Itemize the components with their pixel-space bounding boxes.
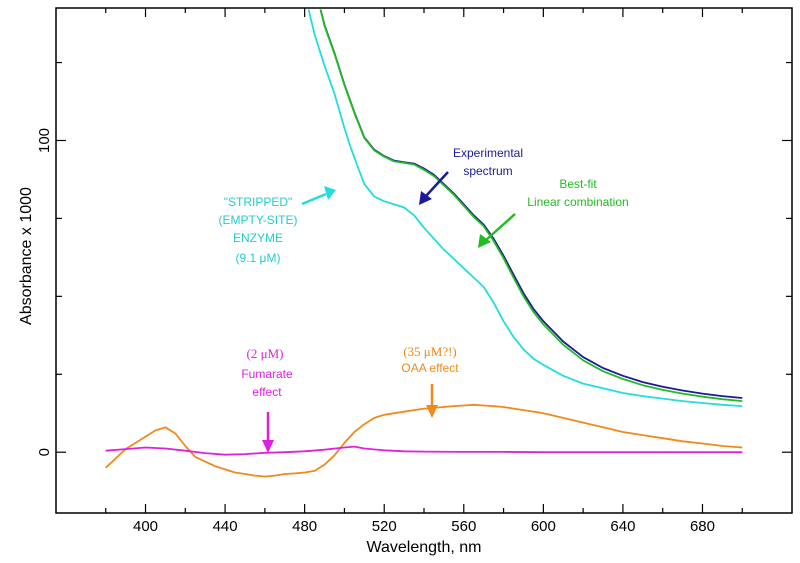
- y-tick-label: 0: [36, 448, 53, 456]
- x-tick-label: 640: [610, 518, 635, 535]
- series-oaa-line: [105, 403, 743, 478]
- x-tick-label: 440: [213, 518, 238, 535]
- plot-frame: [55, 7, 793, 514]
- x-tick-label: 480: [292, 518, 317, 535]
- annotation-bestfit-line2: Linear combination: [527, 195, 628, 209]
- x-axis-title: Wavelength, nm: [366, 539, 481, 556]
- y-tick-label: 100: [36, 128, 53, 153]
- x-tick-label: 560: [451, 518, 476, 535]
- annotation-fumarate-line1: (2 μM): [247, 346, 284, 361]
- x-tick-label: 680: [690, 518, 715, 535]
- series-group: [105, 9, 743, 478]
- annotation-oaa-line1: (35 μM?!): [403, 344, 457, 359]
- annotation-stripped-line4: (9.1 μM): [236, 251, 281, 265]
- axis-ticks: 400 440 480 520 560 600 640 680 0 100: [36, 8, 792, 535]
- series-stripped-line: [307, 9, 743, 407]
- series-fumarate-line: [105, 445, 743, 456]
- annotation-stripped-line3: ENZYME: [233, 231, 283, 245]
- arrow-stripped: [301, 186, 336, 206]
- arrow-oaa: [426, 384, 438, 418]
- x-tick-label: 400: [133, 518, 158, 535]
- x-tick-label: 600: [531, 518, 556, 535]
- annotation-experimental-line2: spectrum: [463, 164, 512, 178]
- arrow-bestfit: [478, 213, 516, 248]
- annotation-bestfit-line1: Best-fit: [559, 177, 597, 191]
- arrow-experimental: [419, 171, 449, 205]
- y-axis-title: Absorbance x 1000: [18, 187, 35, 325]
- series-best_fit-line: [319, 9, 743, 402]
- x-tick-label: 520: [372, 518, 397, 535]
- arrow-fumarate: [262, 412, 274, 453]
- annotation-stripped-line2: (EMPTY-SITE): [219, 213, 298, 227]
- annotation-fumarate-line3: effect: [252, 385, 282, 399]
- annotation-stripped-line1: "STRIPPED": [224, 195, 293, 209]
- annotation-experimental-line1: Experimental: [453, 146, 523, 160]
- annotation-fumarate-line2: Fumarate: [241, 367, 293, 381]
- annotation-oaa-line2: OAA effect: [401, 361, 459, 375]
